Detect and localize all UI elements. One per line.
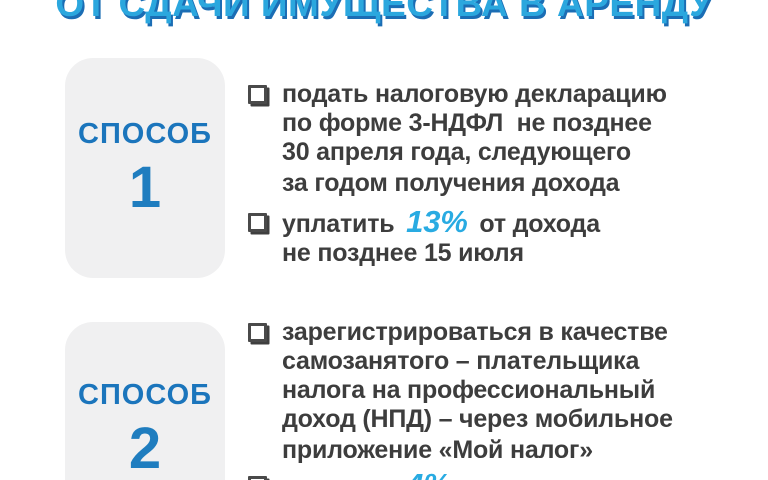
method-2-number: 2: [128, 415, 162, 480]
list-item: уплатить 4% с дохода: [248, 469, 758, 480]
highlight-value: [593, 430, 603, 465]
bullet-text-segment: с дохода: [456, 473, 570, 480]
highlight-value: 13%: [406, 204, 468, 239]
bullet-text-segment: от дохода не позднее 15 июля: [282, 210, 600, 267]
bullet-text: зарегистрироваться в качестве самозанято…: [282, 318, 673, 465]
method-2-card: СПОСОБ 2: [65, 322, 225, 480]
checkbox-bullet-icon: [248, 213, 267, 232]
bullet-text-segment: уплатить: [282, 473, 401, 480]
highlight-value: [619, 163, 629, 198]
method-1-card: СПОСОБ 1: [65, 58, 225, 278]
checkbox-bullet-icon: [248, 85, 267, 104]
list-item: подать налоговую декларацию по форме 3-Н…: [248, 80, 748, 198]
list-item: уплатить 13% от дохода не позднее 15 июл…: [248, 206, 748, 268]
checkbox-bullet-icon: [248, 476, 267, 480]
list-item: зарегистрироваться в качестве самозанято…: [248, 318, 758, 465]
bullet-text-segment: уплатить: [282, 210, 402, 238]
bullet-text-segment: зарегистрироваться в качестве самозанято…: [282, 318, 673, 464]
highlight-value: 4%: [401, 467, 455, 480]
bullet-text: подать налоговую декларацию по форме 3-Н…: [282, 80, 667, 198]
method-1-number: 1: [128, 154, 162, 220]
bullet-text: уплатить 4% с дохода: [282, 469, 570, 480]
method-2-bullet-list: зарегистрироваться в качестве самозанято…: [248, 318, 758, 480]
bullet-text-segment: подать налоговую декларацию по форме 3-Н…: [282, 80, 667, 197]
page-title: ОТ СДАЧИ ИМУЩЕСТВА В АРЕНДУ: [55, 0, 713, 24]
bullet-text: уплатить 13% от дохода не позднее 15 июл…: [282, 206, 600, 268]
method-1-label: СПОСОБ: [78, 117, 212, 150]
method-2-label: СПОСОБ: [78, 378, 212, 411]
checkbox-bullet-icon: [248, 323, 267, 342]
method-1-bullet-list: подать налоговую декларацию по форме 3-Н…: [248, 80, 748, 268]
